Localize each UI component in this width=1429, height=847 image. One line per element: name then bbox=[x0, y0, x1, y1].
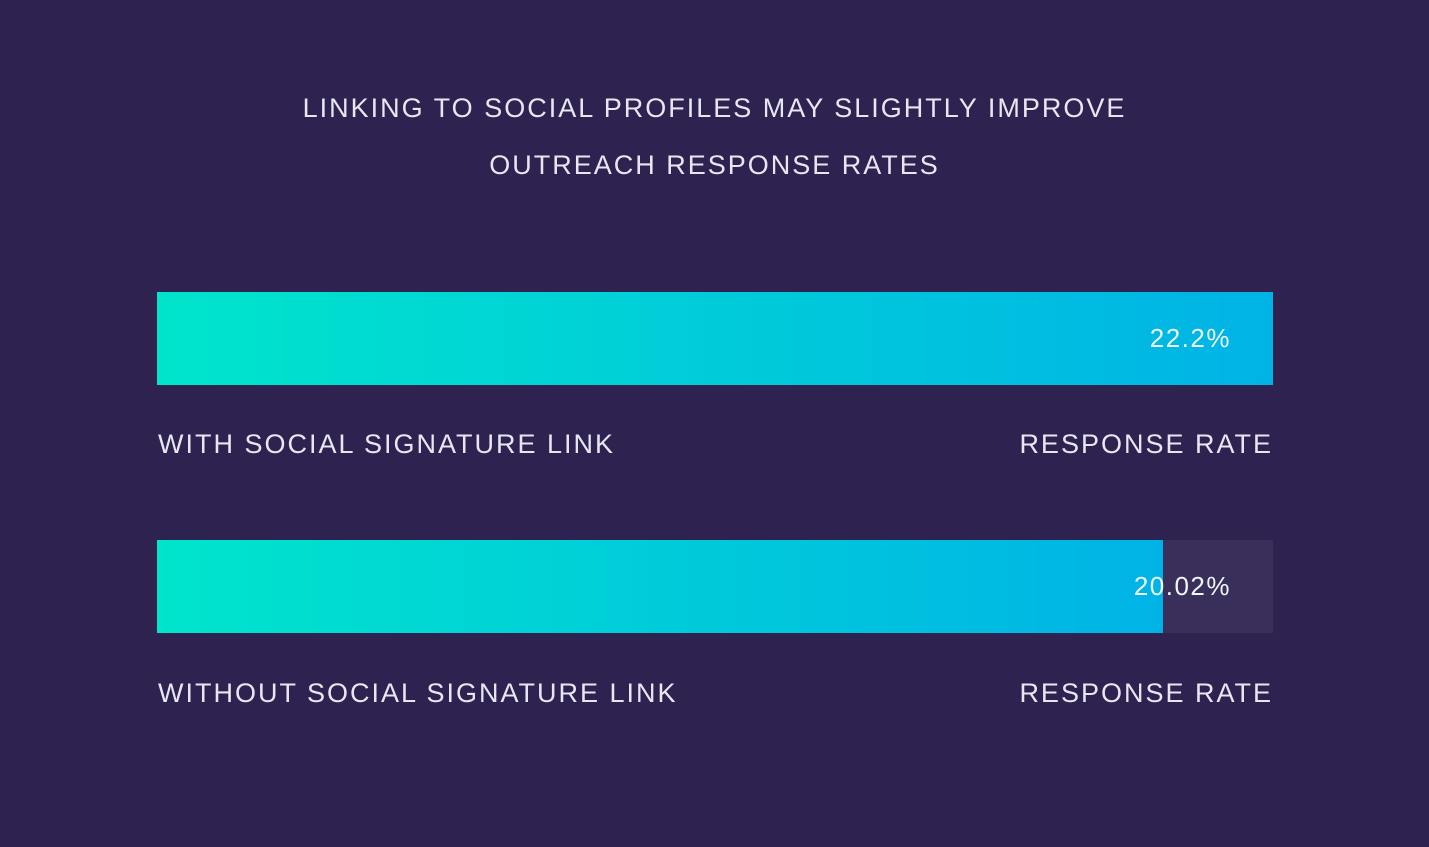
metric-label-with-link: RESPONSE RATE bbox=[1019, 429, 1273, 459]
value-label-without-link: 20.02% bbox=[1133, 571, 1231, 601]
chart-title-line-2: OUTREACH RESPONSE RATES bbox=[489, 150, 940, 180]
category-label-with-link: WITH SOCIAL SIGNATURE LINK bbox=[158, 429, 616, 459]
bar-with-social-signature-link bbox=[157, 292, 1273, 385]
metric-label-without-link: RESPONSE RATE bbox=[1019, 678, 1273, 708]
bar-track-with-link: 22.2% bbox=[157, 292, 1273, 385]
bar-track-without-link: 20.02% bbox=[157, 540, 1273, 633]
chart-title-line-1: LINKING TO SOCIAL PROFILES MAY SLIGHTLY … bbox=[302, 93, 1127, 123]
value-label-with-link: 22.2% bbox=[1149, 323, 1231, 353]
category-label-without-link: WITHOUT SOCIAL SIGNATURE LINK bbox=[158, 678, 678, 708]
bar-without-social-signature-link bbox=[157, 540, 1164, 633]
